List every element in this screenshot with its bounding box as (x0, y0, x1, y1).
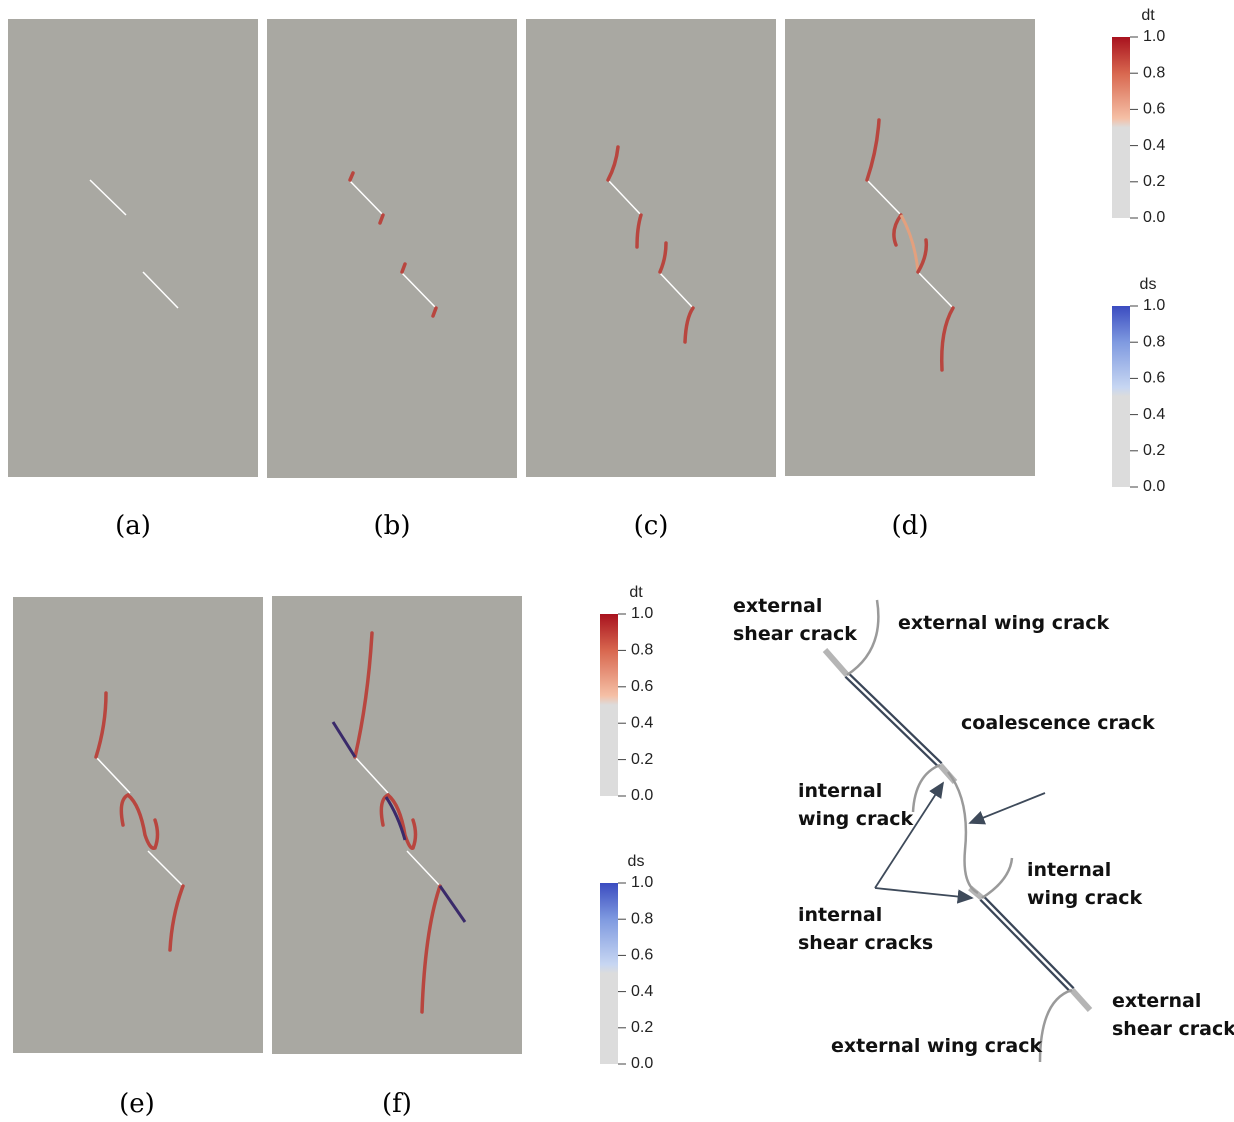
diagram-label: external (1112, 990, 1201, 1012)
diagram-label: coalescence crack (961, 712, 1155, 734)
colorbar-tick-label: 0.8 (1143, 64, 1165, 81)
diagram-label: shear crack (1112, 1018, 1234, 1040)
colorbar-tick-label: 0.2 (631, 1019, 653, 1036)
diagram-label: wing crack (1027, 887, 1143, 909)
diagram-label: internal (798, 780, 882, 802)
panel-label: (c) (634, 511, 669, 541)
colorbar-tick-label: 0.2 (631, 751, 653, 768)
colorbar-tick-label: 0.2 (1143, 442, 1165, 459)
colorbar-tick-label: 0.8 (1143, 333, 1165, 350)
colorbar-tick-label: 0.0 (1143, 478, 1165, 495)
panel-e (13, 597, 263, 1053)
colorbar (600, 614, 618, 796)
panel-d (785, 19, 1035, 476)
diagram-label: internal (1027, 859, 1111, 881)
colorbar-title: dt (1141, 7, 1155, 24)
panel-b (267, 19, 517, 478)
diagram-label: shear cracks (798, 932, 933, 954)
colorbar-tick-label: 0.6 (631, 947, 653, 964)
figure: (a) (b) (c) (d) (e) (f) dt 0.0 0.2 0.4 0.6 0.8 1.0 d… (0, 0, 1234, 1122)
colorbar-title: ds (628, 853, 645, 870)
colorbar (1112, 37, 1130, 218)
colorbar-tick-label: 1.0 (1143, 297, 1165, 314)
diagram-label: internal (798, 904, 882, 926)
colorbar-title: dt (629, 584, 643, 601)
colorbar-tick-label: 1.0 (1143, 28, 1165, 45)
schematic (825, 600, 1090, 1062)
colorbar-tick-label: 0.6 (1143, 370, 1165, 387)
colorbar-tick-label: 1.0 (631, 605, 653, 622)
diagram-label: external wing crack (898, 612, 1109, 634)
colorbar-tick-label: 0.4 (631, 714, 653, 731)
panel-a (8, 19, 258, 477)
diagram-label: external wing crack (831, 1035, 1042, 1057)
panel-label: (b) (374, 511, 411, 541)
diagram-label: external (733, 595, 822, 617)
colorbar-tick-label: 0.4 (1143, 137, 1165, 154)
panel-label: (f) (382, 1089, 412, 1119)
colorbar (1112, 306, 1130, 487)
panel-label: (a) (115, 511, 151, 541)
panel-c (526, 19, 776, 477)
schematic-labels: external shear crack external wing crack co… (733, 595, 1234, 1057)
colorbar-tick-label: 0.8 (631, 642, 653, 659)
colorbar-tick-label: 0.8 (631, 910, 653, 927)
colorbar-title: ds (1140, 276, 1157, 293)
colorbar-tick-label: 0.6 (631, 678, 653, 695)
colorbar-tick-label: 0.0 (631, 1055, 653, 1072)
colorbar-tick-label: 0.0 (631, 787, 653, 804)
colorbar-tick-label: 0.4 (1143, 406, 1165, 423)
colorbar (600, 883, 618, 1064)
panel-label: (e) (119, 1089, 155, 1119)
colorbar-tick-label: 0.0 (1143, 209, 1165, 226)
colorbar-tick-label: 1.0 (631, 874, 653, 891)
diagram-label: wing crack (798, 808, 914, 830)
panel-f (272, 596, 522, 1054)
diagram-label: shear crack (733, 623, 857, 645)
colorbar-tick-label: 0.4 (631, 983, 653, 1000)
panel-label: (d) (892, 511, 929, 541)
colorbar-tick-label: 0.2 (1143, 173, 1165, 190)
colorbar-tick-label: 0.6 (1143, 101, 1165, 118)
